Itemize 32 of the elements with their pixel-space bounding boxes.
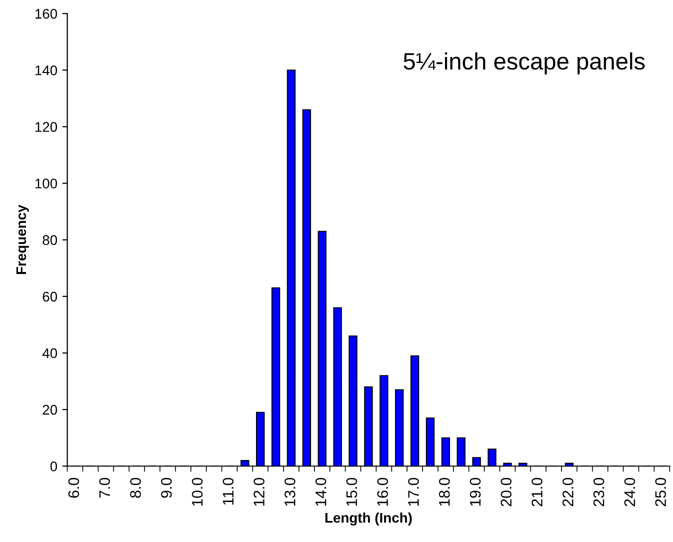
x-tick-label: 17.0 [408, 478, 419, 506]
x-tick-label: 20.0 [500, 478, 512, 506]
x-tick-label: 22.0 [562, 478, 574, 506]
x-tick-label: 25.0 [655, 478, 666, 506]
x-tick-label: 19.0 [470, 478, 481, 506]
x-tick-label: 9.0 [160, 478, 172, 498]
x-tick-label: 8.0 [130, 478, 141, 498]
annotation: 5¼-inch escape panels [404, 52, 645, 74]
y-tick-label: 160 [35, 8, 58, 19]
x-tick-label: 24.0 [624, 478, 636, 506]
x-axis-title: Length (Inch) [325, 512, 412, 526]
y-tick-label: 120 [35, 122, 58, 132]
x-tick-label: 23.0 [593, 478, 604, 506]
y-tick-label: 0 [50, 461, 58, 472]
x-tick-label: 6.0 [68, 478, 80, 498]
x-tick-label: 21.0 [532, 478, 542, 506]
y-tick-label: 20 [42, 404, 58, 415]
y-tick-label: 100 [35, 178, 58, 188]
x-tick-label: 7.0 [99, 478, 110, 498]
y-tick-label: 40 [42, 348, 58, 358]
x-tick-label: 16.0 [377, 478, 388, 506]
x-tick-label: 15.0 [346, 478, 358, 506]
x-tick-label: 10.0 [192, 478, 203, 506]
x-tick-label: 13.0 [284, 478, 296, 506]
y-axis-title: Frequency [16, 204, 29, 274]
x-tick-label: 18.0 [438, 478, 450, 506]
y-tick-label: 60 [42, 292, 58, 302]
y-tick-label: 80 [42, 235, 58, 246]
x-tick-label: 14.0 [315, 478, 326, 506]
y-tick-label: 140 [35, 65, 58, 76]
x-tick-label: 11.0 [222, 478, 234, 505]
x-tick-label: 12.0 [254, 478, 264, 506]
